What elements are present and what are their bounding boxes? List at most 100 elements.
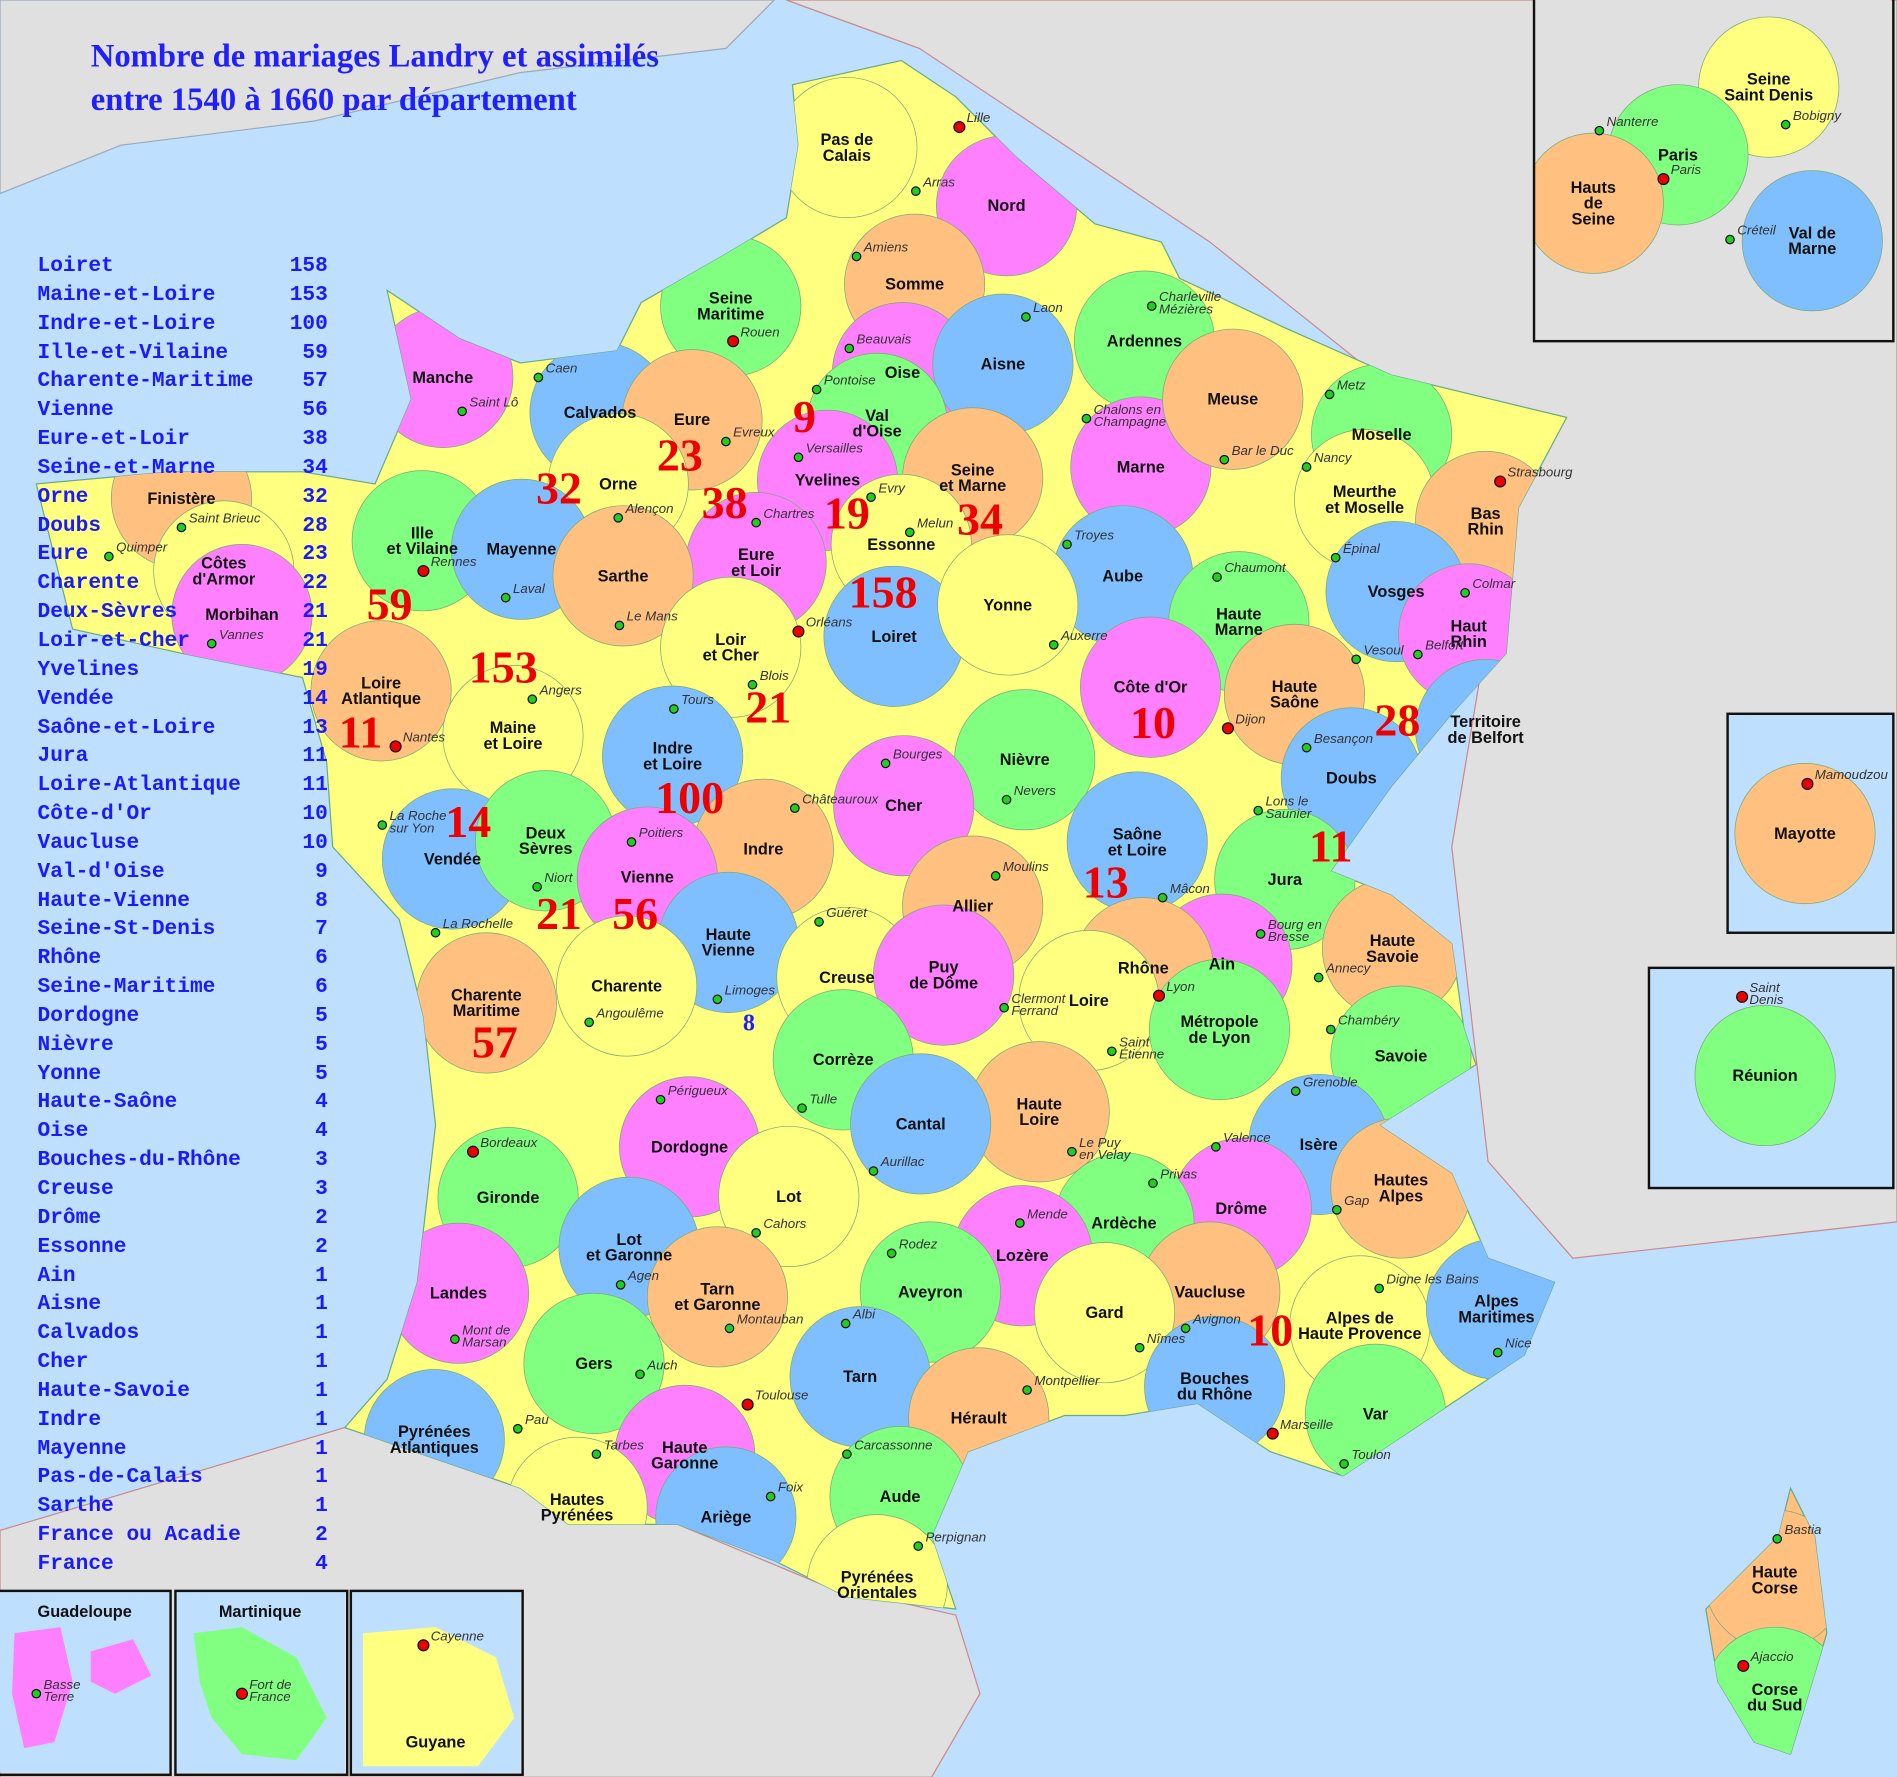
department-area[interactable]	[523, 1292, 665, 1434]
department-label: Drôme	[1215, 1199, 1268, 1218]
department-area[interactable]	[873, 904, 1015, 1046]
department-label: Loir et Cher	[702, 630, 759, 665]
title-line-2: entre 1540 à 1660 par département	[90, 81, 577, 118]
ranking-department: Deux-Sèvres	[37, 600, 178, 625]
department-area[interactable]	[552, 505, 694, 647]
ranking-department: Nièvre	[37, 1032, 114, 1058]
department-label: Landes	[429, 1284, 488, 1303]
department-area[interactable]	[850, 1053, 992, 1195]
department-label: Ardennes	[1106, 332, 1183, 351]
department-area[interactable]	[1741, 170, 1883, 312]
prefecture-marker	[1134, 1342, 1145, 1353]
ranking-count: 10	[302, 802, 328, 827]
city-label: Orléans	[805, 615, 853, 631]
department-label: Seine et Marne	[939, 460, 1007, 495]
department-label: Aisne	[980, 355, 1026, 374]
department-area[interactable]	[1694, 1004, 1836, 1147]
ranking-row: Essonne 2	[38, 1234, 328, 1263]
ranking-department: Indre	[37, 1407, 102, 1433]
prefecture-marker	[532, 881, 542, 892]
city-label: Grenoble	[1302, 1075, 1358, 1091]
ranking-count: 2	[315, 1523, 328, 1548]
department-label: Charente Maritime	[450, 985, 522, 1020]
map-count: 10	[1129, 698, 1176, 749]
guadeloupe-land	[12, 1627, 73, 1749]
map-count: 56	[612, 889, 659, 941]
city-label: Beauvais	[856, 332, 912, 348]
department-label: Isère	[1299, 1135, 1338, 1154]
ranking-count: 9	[315, 859, 328, 885]
ranking-department: Val-d'Oise	[37, 859, 165, 885]
city-label: Le Puy en Velay	[1079, 1136, 1131, 1163]
department-label: Deux Sèvres	[518, 823, 573, 858]
prefecture-marker	[655, 1094, 666, 1105]
prefecture-marker	[1331, 1204, 1342, 1215]
city-label: Lyon	[1166, 979, 1195, 995]
city-label: Ajaccio	[1750, 1650, 1794, 1665]
city-label: Chaumont	[1224, 561, 1286, 576]
ranking-count: 1	[315, 1321, 328, 1346]
prefecture-marker	[1255, 929, 1266, 939]
city-label: Châteauroux	[802, 792, 879, 807]
department-label: Ain	[1208, 955, 1236, 974]
prefecture-marker	[500, 592, 511, 603]
department-label: Haute Loire	[1016, 1094, 1062, 1129]
department-area[interactable]	[937, 534, 1079, 676]
ranking-count: 7	[315, 917, 328, 942]
department-label: Hauts de Seine	[1570, 178, 1616, 229]
united-kingdom-land	[0, 0, 776, 195]
city-label: Cayenne	[430, 1629, 484, 1645]
department-label: Gironde	[476, 1188, 540, 1207]
city-label: Bourges	[892, 747, 943, 763]
ranking-department: Eure	[37, 542, 89, 567]
city-label: Gap	[1344, 1194, 1370, 1209]
ranking-department: Charente	[37, 571, 140, 596]
prefecture-marker	[615, 1279, 626, 1290]
department-area[interactable]	[1079, 616, 1222, 758]
department-label: Vaucluse	[1174, 1282, 1246, 1302]
city-label: Basse Terre	[43, 1677, 81, 1705]
map-count: 23	[656, 430, 703, 482]
prefecture-marker	[591, 1449, 602, 1460]
ranking-row: Aisne 1	[38, 1291, 328, 1320]
prefecture-marker	[613, 512, 624, 523]
city-label: Angers	[539, 683, 582, 699]
department-label: Alpes de Haute Provence	[1298, 1309, 1422, 1343]
prefecture-marker	[913, 1541, 924, 1551]
city-label: Belfort	[1425, 638, 1464, 654]
prefecture-marker	[842, 1449, 852, 1460]
ranking-department: France ou Acadie	[37, 1523, 241, 1548]
prefecture-marker	[886, 1248, 897, 1259]
department-area[interactable]	[1148, 959, 1291, 1101]
map-count: 59	[366, 579, 413, 631]
department-label: Loiret	[871, 627, 917, 646]
ranking-count: 21	[302, 629, 328, 654]
prefecture-marker	[751, 517, 761, 528]
city-label: Saint Brieuc	[188, 511, 261, 527]
prefecture-marker	[1022, 1385, 1032, 1395]
ranking-row: Loiret 158	[38, 253, 328, 282]
city-label: Fort de France	[249, 1677, 292, 1705]
ranking-row: Eure-et-Loir 38	[38, 426, 328, 455]
ranking-count: 23	[302, 542, 328, 567]
department-area[interactable]	[1162, 328, 1304, 470]
prefecture-marker	[1594, 125, 1605, 136]
department-label: Indre	[743, 840, 784, 859]
department-label: Essonne	[867, 535, 936, 554]
department-label: Vendée	[423, 849, 482, 869]
city-label: Nice	[1504, 1336, 1532, 1352]
ranking-count: 3	[315, 1177, 328, 1202]
prefecture-marker	[430, 927, 441, 938]
prefecture-marker	[999, 1002, 1009, 1013]
ranking-row: Vendée 14	[38, 686, 328, 715]
ranking-count: 28	[302, 513, 328, 538]
ranking-row: Seine-et-Marne 34	[38, 455, 328, 484]
ranking-count: 10	[302, 830, 328, 856]
ranking-row: Loir-et-Cher 21	[38, 628, 328, 657]
ranking-count: 5	[315, 1032, 328, 1058]
ranking-department: Sarthe	[37, 1494, 114, 1519]
department-area[interactable]	[1734, 763, 1876, 905]
department-area[interactable]	[310, 620, 452, 762]
department-area[interactable]	[833, 735, 975, 877]
department-area[interactable]	[646, 1226, 788, 1368]
